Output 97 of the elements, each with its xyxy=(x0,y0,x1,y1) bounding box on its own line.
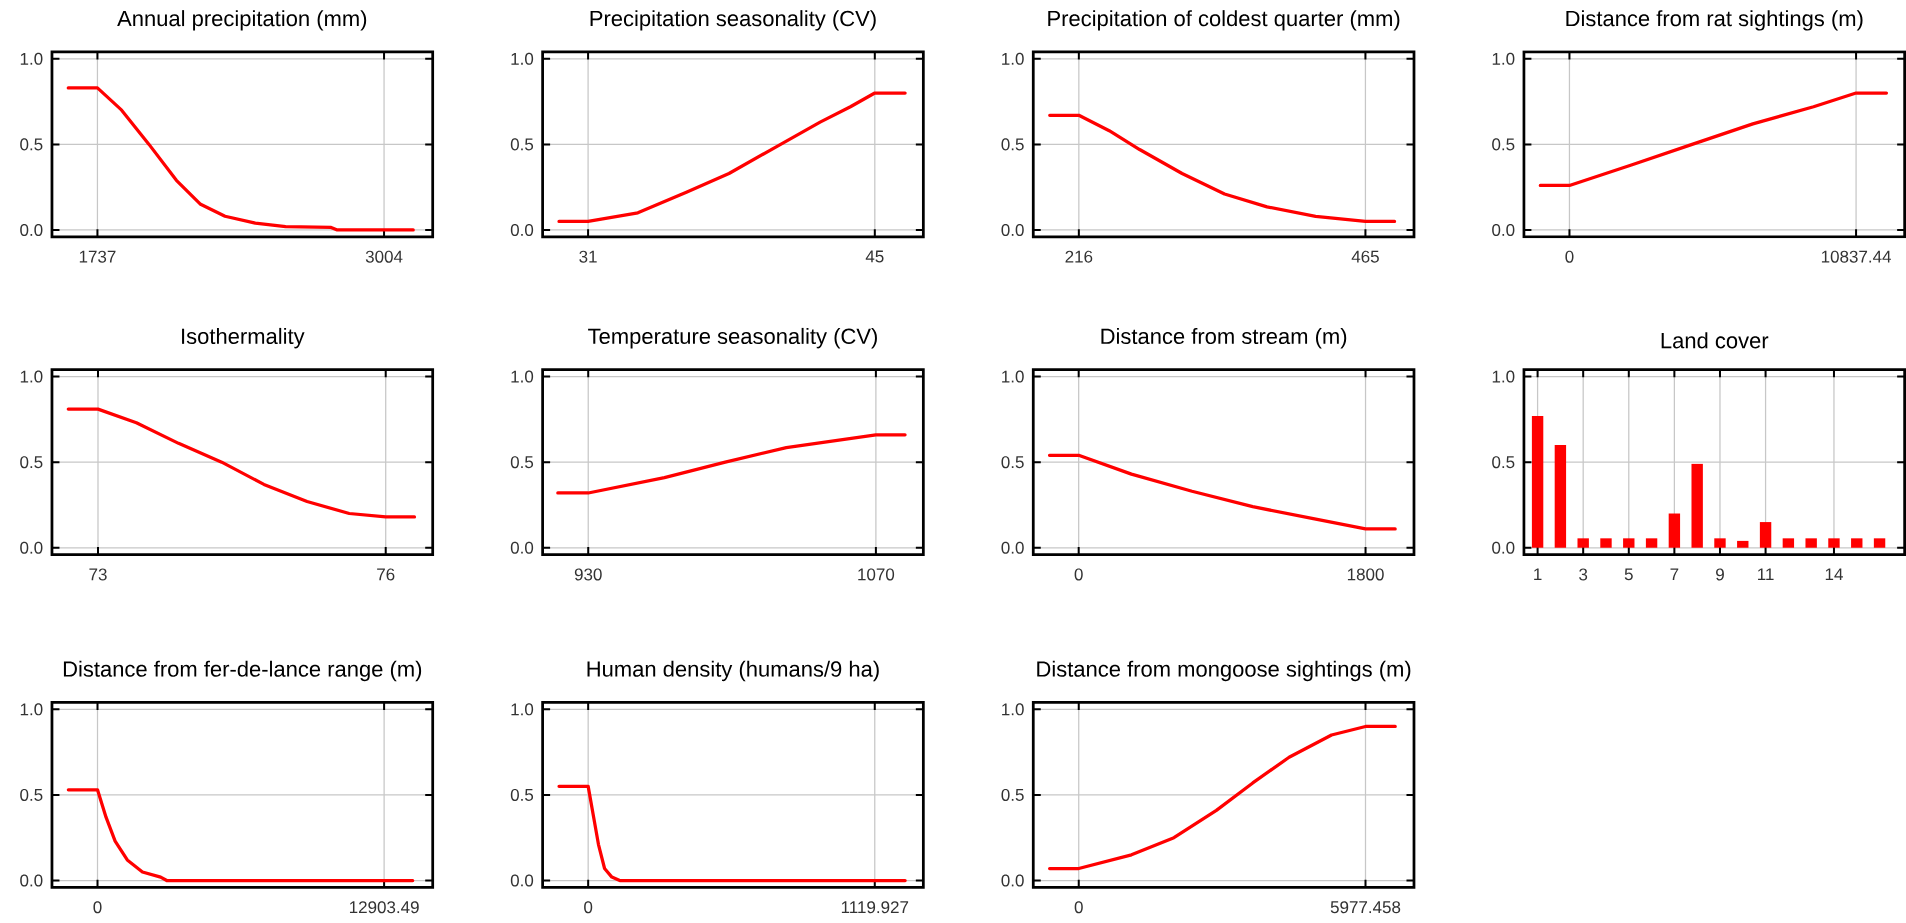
x-tick-label: 465 xyxy=(1351,250,1379,263)
y-tick-label: 1.0 xyxy=(1492,52,1515,65)
y-tick-label: 1.0 xyxy=(1002,370,1024,383)
bar xyxy=(1805,538,1817,548)
y-tick-label: 1.0 xyxy=(511,52,534,65)
x-tick-label: 0 xyxy=(584,901,593,914)
x-tick-label: 11 xyxy=(1758,568,1774,580)
x-tick-label: 14 xyxy=(1825,568,1843,580)
bar xyxy=(1577,538,1589,548)
bar xyxy=(1782,538,1795,548)
y-tick-label: 0.0 xyxy=(1001,223,1024,236)
y-tick-label: 0.0 xyxy=(1492,223,1515,236)
x-tick-label: 1070 xyxy=(858,568,895,581)
bar xyxy=(1531,415,1544,548)
y-tick-label: 1.0 xyxy=(20,370,43,383)
chart-title: Human density (humans/9 ha) xyxy=(587,660,879,681)
y-tick-label: 1.0 xyxy=(1492,370,1515,383)
y-tick-label: 0.5 xyxy=(20,138,43,151)
x-tick-label: 1 xyxy=(1534,568,1542,580)
chart-title: Precipitation seasonality (CV) xyxy=(590,9,876,31)
line-series xyxy=(66,407,417,519)
x-tick-label: 0 xyxy=(93,901,102,914)
y-tick-label: 1.0 xyxy=(20,52,43,65)
y-tick-label: 1.0 xyxy=(511,370,534,383)
y-tick-label: 0.5 xyxy=(510,455,534,469)
y-tick-label: 0.5 xyxy=(1492,455,1515,469)
x-tick-label: 31 xyxy=(579,250,597,263)
x-tick-label: 0 xyxy=(1074,568,1083,581)
x-tick-label: 0 xyxy=(1565,250,1574,263)
x-tick-label: 12903.49 xyxy=(349,901,419,914)
x-tick-label: 5977.458 xyxy=(1330,901,1401,914)
y-tick-label: 0.0 xyxy=(510,223,534,236)
y-tick-label: 0.5 xyxy=(20,455,43,469)
line-series xyxy=(66,788,415,882)
line-series xyxy=(1538,91,1889,187)
y-tick-label: 0.5 xyxy=(510,138,534,151)
y-tick-label: 0.5 xyxy=(1001,788,1024,801)
x-tick-label: 0 xyxy=(1074,901,1083,914)
bar xyxy=(1828,538,1840,548)
chart-title: Precipitation of coldest quarter (mm) xyxy=(1048,9,1400,31)
chart-title: Distance from rat sightings (m) xyxy=(1566,9,1863,31)
x-tick-label: 73 xyxy=(89,568,107,581)
y-tick-label: 0.0 xyxy=(510,874,534,887)
y-tick-label: 0.0 xyxy=(1001,541,1024,554)
bar xyxy=(1851,538,1863,548)
y-tick-label: 1.0 xyxy=(20,703,43,716)
y-tick-label: 1.0 xyxy=(1002,703,1024,716)
chart-title: Distance from fer-de-lance range (m) xyxy=(63,660,422,681)
bar xyxy=(1737,540,1749,548)
x-tick-label: 76 xyxy=(377,568,395,581)
bar xyxy=(1714,538,1726,548)
y-tick-label: 0.0 xyxy=(1492,541,1515,554)
chart-title: Isothermality xyxy=(182,327,305,349)
line-series xyxy=(1047,453,1397,531)
y-tick-label: 0.5 xyxy=(1001,455,1024,469)
x-tick-label: 5 xyxy=(1624,568,1633,581)
line-series xyxy=(66,86,415,232)
y-tick-label: 0.0 xyxy=(20,223,43,236)
y-tick-label: 0.5 xyxy=(1492,138,1515,151)
x-tick-label: 3 xyxy=(1579,568,1588,581)
y-tick-label: 1.0 xyxy=(1002,52,1024,65)
bar xyxy=(1600,538,1612,548)
bar xyxy=(1668,513,1681,548)
line-series xyxy=(557,91,907,223)
x-tick-label: 7 xyxy=(1670,568,1679,580)
x-tick-label: 216 xyxy=(1065,250,1093,263)
bar xyxy=(1623,538,1635,548)
x-tick-label: 10837.44 xyxy=(1821,250,1892,263)
line-series xyxy=(556,432,907,495)
chart-title: Distance from mongoose sightings (m) xyxy=(1037,660,1411,681)
x-tick-label: 9 xyxy=(1716,568,1724,581)
line-series xyxy=(1047,724,1397,870)
line-series xyxy=(557,784,907,882)
chart-title: Annual precipitation (mm) xyxy=(117,9,367,31)
line-series xyxy=(1048,113,1397,223)
x-tick-label: 45 xyxy=(865,250,884,263)
x-tick-label: 1800 xyxy=(1347,568,1384,581)
bar xyxy=(1645,538,1658,548)
x-tick-label: 3004 xyxy=(365,250,403,263)
chart-title: Temperature seasonality (CV) xyxy=(588,327,877,349)
bar xyxy=(1759,521,1772,548)
chart-title: Distance from stream (m) xyxy=(1101,327,1347,349)
y-tick-label: 1.0 xyxy=(511,703,534,716)
x-tick-label: 930 xyxy=(574,568,602,581)
y-tick-label: 0.5 xyxy=(1001,138,1024,151)
y-tick-label: 0.5 xyxy=(20,788,43,801)
y-tick-label: 0.5 xyxy=(510,788,534,801)
bar xyxy=(1691,463,1703,548)
x-tick-label: 1737 xyxy=(79,250,116,263)
x-tick-label: 1119.927 xyxy=(841,901,909,914)
bar xyxy=(1873,538,1886,548)
y-tick-label: 0.0 xyxy=(1001,874,1024,887)
y-tick-label: 0.0 xyxy=(20,874,43,887)
bar xyxy=(1554,444,1567,548)
chart-title: Land cover xyxy=(1661,332,1769,349)
y-tick-label: 0.0 xyxy=(510,541,534,554)
y-tick-label: 0.0 xyxy=(20,541,43,554)
